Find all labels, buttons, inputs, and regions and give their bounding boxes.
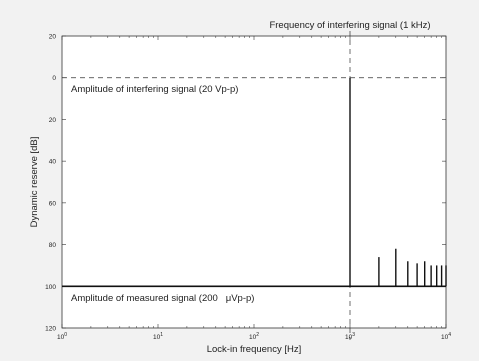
x-tick-exponent: 4 (448, 332, 451, 338)
x-tick-exponent: 1 (160, 332, 163, 338)
y-tick-label: 120 (45, 326, 56, 333)
y-axis-label: Dynamic reserve [dB] (29, 137, 40, 228)
plot-area (61, 35, 447, 329)
y-tick-label: 20 (49, 117, 57, 124)
x-axis-label: Lock-in frequency [Hz] (207, 344, 302, 355)
x-tick-label: 101 (153, 332, 163, 341)
axes-layer (61, 35, 447, 329)
data-layer (62, 77, 447, 288)
annotation-interfering-frequency: Frequency of interfering signal (1 kHz) (269, 20, 430, 31)
annotation-interfering-amplitude: Amplitude of interfering signal (20 Vp-p… (71, 84, 238, 95)
x-tick-label: 102 (249, 332, 259, 341)
y-tick-label: 80 (49, 242, 57, 249)
x-tick-label: 100 (57, 332, 67, 341)
x-tick-label: 104 (441, 332, 451, 341)
x-tick-exponent: 2 (256, 332, 259, 338)
x-tick-exponent: 3 (352, 332, 355, 338)
y-tick-label: 40 (49, 159, 57, 166)
y-tick-label: 60 (49, 200, 57, 207)
text-layer: Frequency of interfering signal (1 kHz) … (29, 20, 431, 355)
y-tick-label: 100 (45, 284, 56, 291)
annotation-measured-amplitude: Amplitude of measured signal (200 μVp-p) (71, 293, 254, 304)
y-tick-label: 20 (49, 34, 57, 41)
x-tick-exponent: 0 (64, 332, 67, 338)
y-tick-label: 0 (52, 75, 56, 82)
x-tick-label: 103 (345, 332, 355, 341)
